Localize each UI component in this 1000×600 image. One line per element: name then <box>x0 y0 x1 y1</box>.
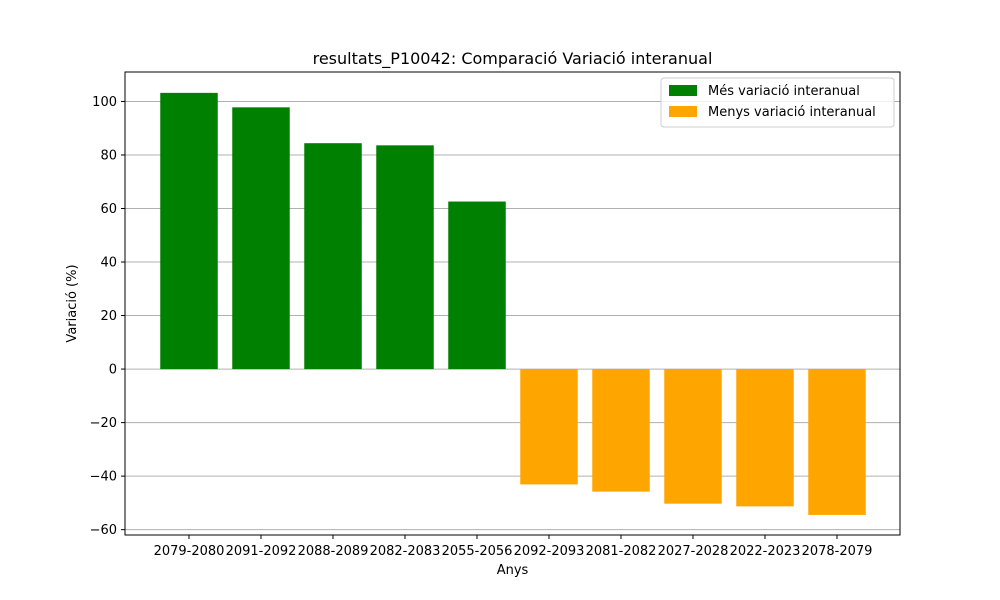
bar-2082-2083-mes <box>376 145 434 370</box>
bar-2079-2080-mes <box>160 92 218 370</box>
legend-label-menys: Menys variació interanual <box>708 105 876 120</box>
bar-2022-2023-menys <box>736 369 794 507</box>
y-tick-label: 100 <box>92 95 117 110</box>
legend-label-mes: Més variació interanual <box>708 84 860 99</box>
x-tick-label: 2088-2089 <box>298 544 369 559</box>
y-tick-label: 60 <box>100 202 117 217</box>
y-axis-ticks: −60 −40 −20 0 20 40 60 80 100 <box>90 95 125 538</box>
bar-2078-2079-menys <box>808 369 866 515</box>
y-tick-label: 80 <box>100 148 117 163</box>
legend-swatch-mes <box>669 85 697 96</box>
y-tick-label: −20 <box>90 416 117 431</box>
x-tick-label: 2092-2093 <box>514 544 585 559</box>
legend: Més variació interanual Menys variació i… <box>660 77 895 128</box>
x-tick-label: 2091-2092 <box>226 544 297 559</box>
legend-box <box>660 77 895 128</box>
x-tick-label: 2082-2083 <box>370 544 441 559</box>
y-tick-label: −40 <box>90 470 117 485</box>
bar-2092-2093-menys <box>520 369 578 485</box>
y-tick-label: 40 <box>100 256 117 271</box>
bars <box>160 92 866 515</box>
x-tick-label: 2078-2079 <box>802 544 873 559</box>
y-tick-label: 20 <box>100 309 117 324</box>
x-tick-label: 2081-2082 <box>586 544 657 559</box>
plot-frame <box>124 71 901 536</box>
y-tick-label: −60 <box>90 523 117 538</box>
x-tick-label: 2022-2023 <box>730 544 801 559</box>
x-axis-label: Anys <box>497 563 529 578</box>
bar-2055-2056-mes <box>448 201 506 370</box>
bar-2088-2089-mes <box>304 143 362 370</box>
bar-2081-2082-menys <box>592 369 650 492</box>
bar-2091-2092-mes <box>232 107 290 370</box>
chart-title: resultats_P10042: Comparació Variació in… <box>313 49 713 69</box>
x-axis-ticks: 2079-2080 2091-2092 2088-2089 2082-2083 2055… <box>154 535 873 559</box>
x-tick-label: 2055-2056 <box>442 544 513 559</box>
bar-2027-2028-menys <box>664 369 722 504</box>
x-tick-label: 2027-2028 <box>658 544 729 559</box>
x-tick-label: 2079-2080 <box>154 544 225 559</box>
legend-swatch-menys <box>669 106 697 117</box>
y-tick-label: 0 <box>109 363 117 378</box>
y-axis-label: Variació (%) <box>65 264 80 342</box>
